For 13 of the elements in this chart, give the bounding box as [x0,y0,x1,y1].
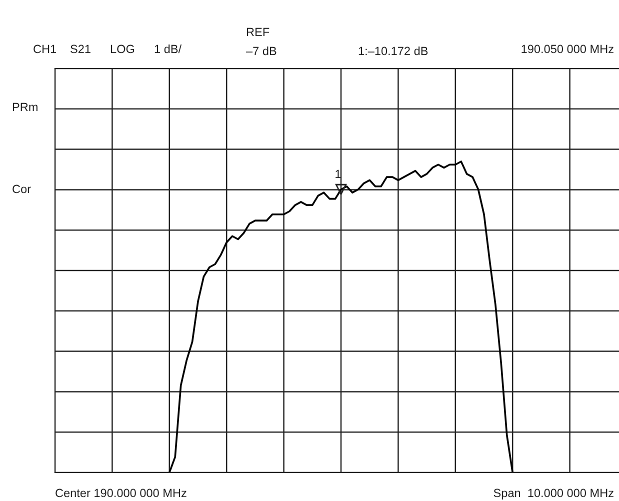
text: 1:–10.172 dB [358,46,428,56]
text: Cor [12,184,31,194]
text: CH1 [34,44,56,54]
text: REF [246,28,270,36]
text: 1 dB/ [154,44,182,54]
text: LOG [110,44,134,54]
annotation: 1 [336,170,341,178]
text: S21 [70,44,90,54]
text: PRm [12,102,38,112]
text: 190.050 000 MHz [522,44,614,54]
text: –7 dB [246,46,276,56]
text: Center 190.000 000 MHz [56,488,186,498]
text: Span 10.000 000 MHz [494,488,614,500]
